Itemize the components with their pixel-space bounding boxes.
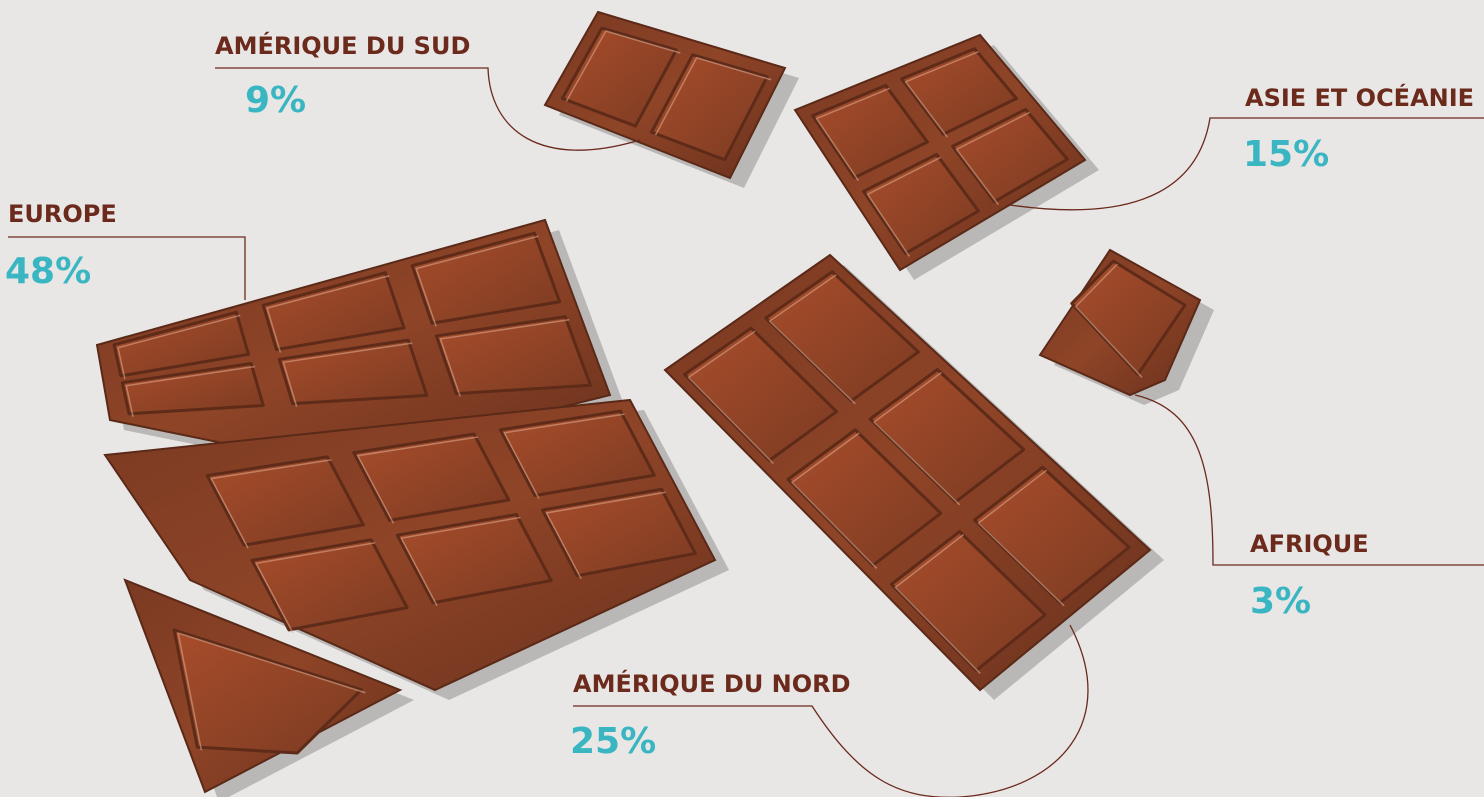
piece-highlight (282, 342, 413, 407)
piece-square (352, 432, 511, 522)
piece-square (250, 538, 409, 632)
piece-highlight (503, 413, 625, 499)
piece-square (434, 315, 592, 396)
piece-highlight (815, 87, 890, 182)
leader-line (1134, 394, 1484, 566)
piece-highlight (872, 371, 961, 506)
piece-highlight (266, 275, 390, 353)
piece-highlight (687, 330, 774, 465)
piece-highlight (790, 432, 878, 569)
piece-square (862, 152, 980, 255)
piece-highlight (545, 491, 666, 580)
piece-square (1070, 259, 1187, 376)
piece-square (261, 271, 406, 352)
leader-line (8, 236, 246, 300)
piece-square (498, 409, 656, 498)
region-share: 25% (570, 721, 656, 762)
leader-line (573, 624, 1089, 797)
region-share: 48% (5, 251, 91, 292)
piece-highlight (768, 274, 856, 405)
region-name: ASIE ET OCÉANIE (1245, 83, 1474, 112)
piece-highlight (955, 111, 1030, 206)
piece-square (410, 231, 562, 325)
piece-highlight (654, 56, 772, 136)
piece-highlight (356, 436, 479, 524)
piece-square (395, 512, 553, 605)
leader-line (1009, 117, 1484, 211)
piece-square (172, 628, 363, 755)
region-share: 9% (245, 80, 306, 121)
chocolate-pieces (95, 10, 1214, 797)
piece-highlight (125, 365, 256, 417)
piece-highlight (439, 319, 570, 397)
piece-square (951, 107, 1069, 204)
piece-highlight (254, 541, 376, 634)
piece-highlight (210, 459, 332, 549)
leader-line (215, 67, 641, 151)
piece-highlight (1074, 263, 1143, 378)
piece-highlight (415, 235, 539, 327)
region-name: AFRIQUE (1250, 530, 1369, 558)
region-share: 15% (1243, 134, 1329, 175)
piece-square (205, 455, 365, 547)
region-name: AMÉRIQUE DU NORD (573, 669, 851, 698)
piece-highlight (866, 156, 941, 257)
piece-highlight (400, 516, 521, 607)
piece-square (120, 362, 265, 416)
piece-square (900, 47, 1018, 136)
piece-square (112, 310, 250, 378)
piece-square (277, 338, 429, 406)
piece-square (541, 487, 697, 578)
region-name: EUROPE (8, 200, 117, 228)
piece-highlight (177, 631, 366, 751)
piece-highlight (904, 51, 979, 138)
piece-square (650, 53, 769, 162)
region-share: 3% (1250, 581, 1311, 622)
region-name: AMÉRIQUE DU SUD (215, 31, 470, 60)
piece-highlight (894, 533, 981, 674)
piece-highlight (117, 314, 241, 380)
piece-highlight (565, 30, 681, 102)
piece-highlight (977, 469, 1065, 607)
piece-square (560, 26, 678, 128)
